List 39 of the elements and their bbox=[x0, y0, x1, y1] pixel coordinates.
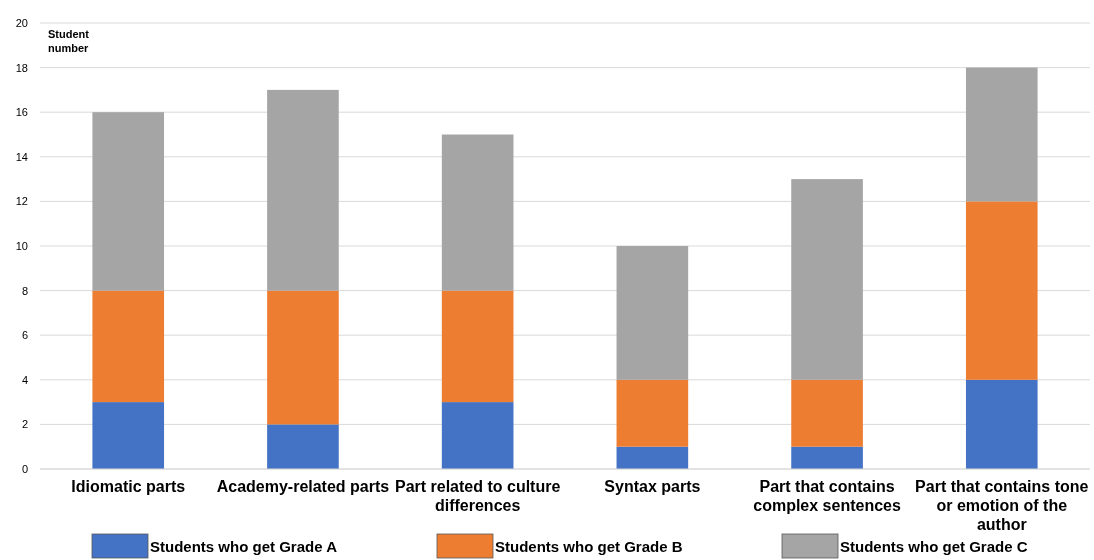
bar bbox=[616, 246, 689, 380]
bar bbox=[965, 201, 1038, 380]
bar bbox=[616, 446, 689, 469]
bar bbox=[267, 290, 339, 425]
x-tick-label: Idiomatic parts bbox=[71, 478, 186, 495]
x-tick-label: Part that contains tone or emotion of the author bbox=[915, 478, 1089, 533]
bar bbox=[92, 112, 165, 291]
y-tick-label: 20 bbox=[15, 17, 28, 30]
bar bbox=[791, 446, 863, 469]
bar bbox=[441, 402, 514, 469]
y-tick-label: 18 bbox=[15, 61, 28, 74]
y-axis-title: Student number bbox=[48, 28, 90, 54]
bar bbox=[965, 379, 1038, 469]
y-tick-label: 8 bbox=[21, 284, 28, 297]
bar bbox=[267, 89, 339, 291]
y-tick-label: 10 bbox=[15, 240, 28, 253]
x-tick-label: Academy-related parts bbox=[216, 478, 390, 495]
y-tick-label: 2 bbox=[21, 418, 28, 431]
legend-label: Students who get Grade A bbox=[150, 538, 338, 555]
bar bbox=[791, 179, 863, 380]
bar bbox=[791, 379, 863, 447]
bar bbox=[441, 290, 514, 403]
x-tick-label: Part related to culture differences bbox=[394, 478, 561, 514]
bar bbox=[267, 424, 339, 469]
y-tick-label: 4 bbox=[21, 373, 28, 386]
y-tick-label: 0 bbox=[21, 463, 28, 476]
bar bbox=[92, 290, 165, 403]
bar bbox=[92, 402, 165, 469]
x-tick-label: Part that contains complex sentences bbox=[753, 478, 901, 514]
bar bbox=[616, 379, 689, 447]
y-tick-label: 6 bbox=[21, 329, 28, 342]
bar bbox=[441, 134, 514, 291]
bar bbox=[965, 67, 1038, 202]
y-tick-label: 14 bbox=[15, 150, 28, 163]
legend-label: Students who get Grade B bbox=[495, 538, 683, 555]
legend-label: Students who get Grade C bbox=[840, 538, 1028, 555]
x-tick-label: Syntax parts bbox=[604, 478, 701, 495]
y-tick-label: 12 bbox=[15, 195, 28, 208]
y-tick-label: 16 bbox=[15, 106, 28, 119]
